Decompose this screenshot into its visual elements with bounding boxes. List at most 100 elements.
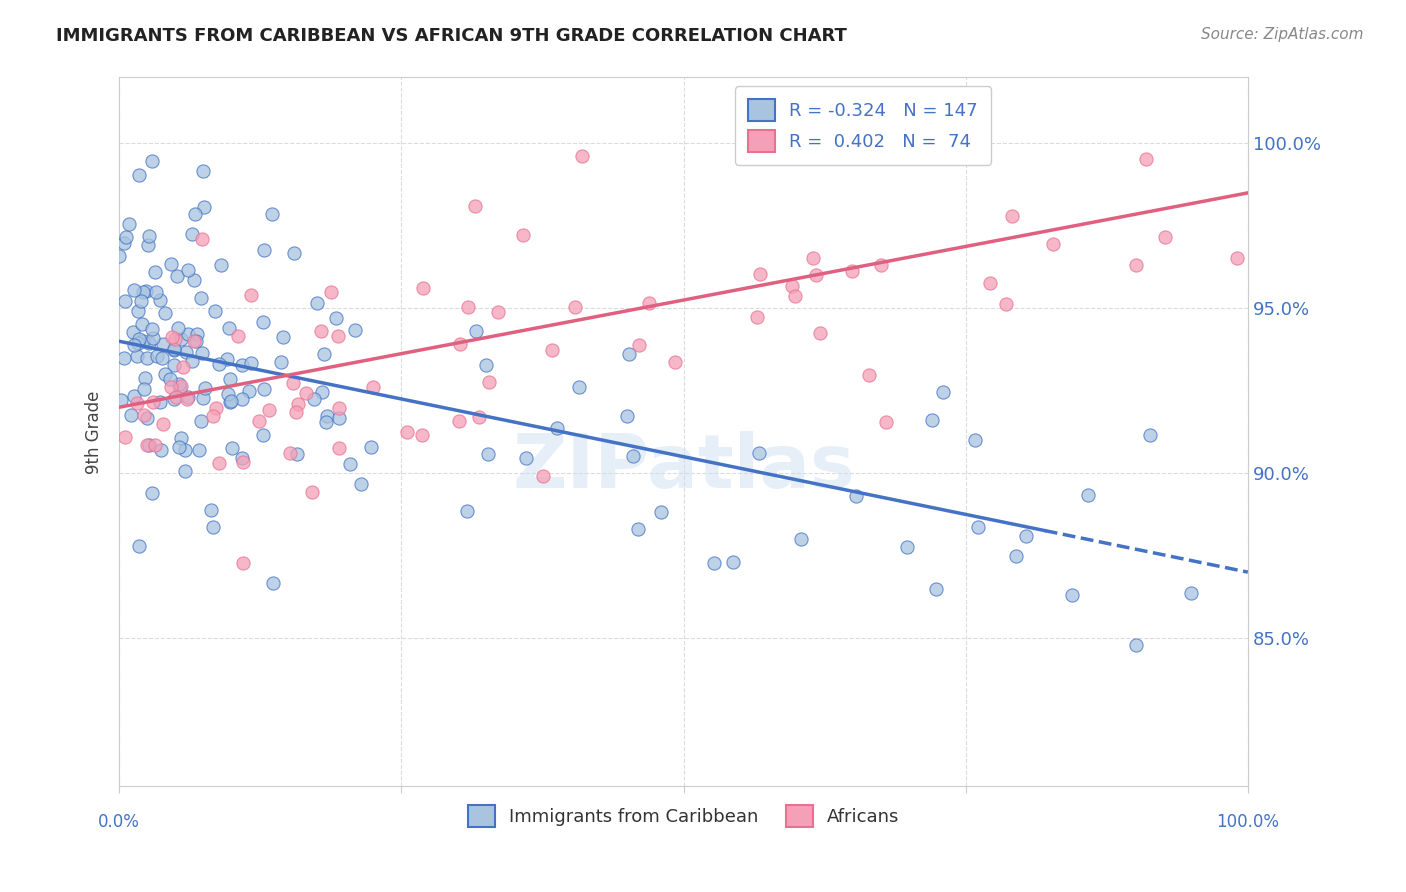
Point bbox=[132, 285, 155, 300]
Point bbox=[122, 284, 145, 298]
Point bbox=[270, 355, 292, 369]
Point bbox=[150, 443, 173, 458]
Point bbox=[546, 421, 568, 435]
Point bbox=[142, 394, 165, 409]
Point bbox=[143, 265, 166, 279]
Y-axis label: 9th Grade: 9th Grade bbox=[86, 391, 103, 474]
Point bbox=[204, 401, 226, 416]
Point bbox=[703, 556, 725, 570]
Point bbox=[231, 451, 253, 466]
Point bbox=[128, 539, 150, 553]
Point bbox=[219, 372, 242, 386]
Point bbox=[150, 351, 173, 365]
Point bbox=[287, 397, 309, 411]
Point bbox=[167, 376, 190, 391]
Point bbox=[478, 376, 501, 390]
Point bbox=[167, 440, 190, 454]
Point bbox=[869, 258, 891, 272]
Point bbox=[187, 443, 209, 458]
Point bbox=[361, 380, 384, 394]
Point bbox=[190, 414, 212, 428]
Point bbox=[650, 505, 672, 519]
Point bbox=[475, 358, 498, 372]
Point bbox=[568, 380, 591, 394]
Point bbox=[217, 387, 239, 401]
Point bbox=[315, 416, 337, 430]
Point bbox=[134, 371, 156, 385]
Point bbox=[464, 199, 486, 213]
Point bbox=[238, 384, 260, 399]
Point bbox=[285, 447, 308, 461]
Point bbox=[138, 336, 160, 351]
Point bbox=[896, 540, 918, 554]
Point bbox=[801, 251, 824, 265]
Point bbox=[165, 391, 187, 405]
Point bbox=[1226, 251, 1249, 265]
Point bbox=[127, 336, 149, 351]
Text: 0.0%: 0.0% bbox=[98, 813, 141, 830]
Point bbox=[748, 446, 770, 460]
Point bbox=[193, 201, 215, 215]
Point bbox=[531, 469, 554, 483]
Point bbox=[163, 342, 186, 356]
Point bbox=[159, 257, 181, 271]
Point bbox=[262, 576, 284, 591]
Text: IMMIGRANTS FROM CARIBBEAN VS AFRICAN 9TH GRADE CORRELATION CHART: IMMIGRANTS FROM CARIBBEAN VS AFRICAN 9TH… bbox=[56, 27, 846, 45]
Point bbox=[183, 273, 205, 287]
Point bbox=[176, 345, 198, 359]
Point bbox=[1125, 258, 1147, 272]
Point bbox=[271, 329, 294, 343]
Point bbox=[172, 359, 194, 374]
Point bbox=[218, 321, 240, 335]
Point bbox=[1139, 428, 1161, 442]
Point bbox=[163, 392, 186, 407]
Point bbox=[396, 425, 419, 440]
Point bbox=[146, 349, 169, 363]
Point bbox=[231, 358, 253, 372]
Point bbox=[283, 376, 305, 390]
Point bbox=[309, 324, 332, 338]
Point bbox=[141, 486, 163, 500]
Point bbox=[118, 217, 141, 231]
Point bbox=[745, 310, 768, 324]
Point bbox=[477, 447, 499, 461]
Point bbox=[875, 415, 897, 429]
Point bbox=[169, 381, 191, 395]
Point bbox=[135, 410, 157, 425]
Point bbox=[806, 268, 828, 282]
Point bbox=[219, 395, 242, 409]
Point bbox=[858, 368, 880, 382]
Point bbox=[177, 263, 200, 277]
Point bbox=[925, 582, 948, 597]
Point bbox=[259, 403, 281, 417]
Point bbox=[252, 243, 274, 257]
Point bbox=[204, 304, 226, 318]
Point bbox=[132, 409, 155, 423]
Point bbox=[149, 395, 172, 409]
Point bbox=[142, 331, 165, 345]
Point bbox=[110, 393, 132, 408]
Point bbox=[571, 149, 593, 163]
Point bbox=[173, 443, 195, 458]
Point bbox=[160, 329, 183, 343]
Point bbox=[177, 390, 200, 404]
Point bbox=[135, 351, 157, 366]
Point bbox=[219, 394, 242, 409]
Point bbox=[541, 343, 564, 357]
Point bbox=[515, 451, 537, 466]
Point bbox=[153, 368, 176, 382]
Point bbox=[979, 276, 1001, 290]
Point bbox=[131, 317, 153, 331]
Point bbox=[963, 433, 986, 447]
Point bbox=[143, 438, 166, 452]
Point bbox=[457, 503, 479, 517]
Point bbox=[184, 334, 207, 348]
Point bbox=[138, 229, 160, 244]
Point bbox=[312, 347, 335, 361]
Point bbox=[141, 153, 163, 168]
Point bbox=[167, 320, 190, 334]
Point bbox=[125, 349, 148, 363]
Point bbox=[170, 431, 193, 445]
Point bbox=[808, 326, 831, 340]
Point bbox=[193, 391, 215, 405]
